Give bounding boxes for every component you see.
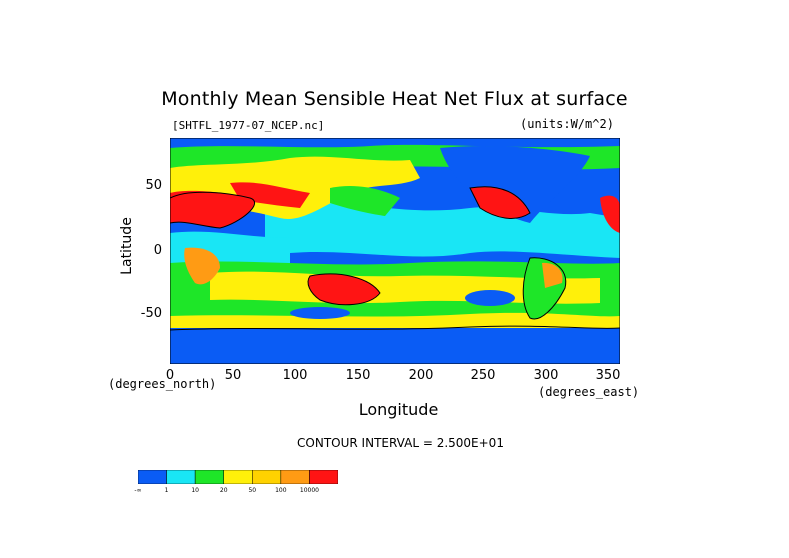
legend-label: 100: [275, 487, 287, 494]
x-tick-250: 250: [470, 368, 496, 383]
africa-east-edge: [600, 195, 620, 233]
central-asia-hot: [230, 182, 310, 208]
antarctic-edge: [170, 312, 620, 330]
legend-swatch: [280, 470, 310, 484]
south-america-hot: [542, 262, 563, 288]
x-tick-200: 200: [408, 368, 434, 383]
legend-label: 1: [164, 487, 169, 494]
legend-label: 50: [248, 487, 257, 494]
x-tick-350: 350: [595, 368, 621, 383]
south-pacific-patch: [465, 290, 515, 306]
contour-interval: CONTOUR INTERVAL = 2.500E+01: [297, 436, 504, 450]
x-axis-label: Longitude: [358, 400, 439, 419]
north-africa-arabia-hot: [170, 190, 255, 228]
south-indian-patch: [290, 307, 350, 319]
chart-title: Monthly Mean Sensible Heat Net Flux at s…: [161, 88, 628, 110]
y-tick-50: 50: [145, 178, 162, 193]
legend-swatch: [252, 470, 282, 484]
legend-label: -∞: [134, 487, 142, 494]
x-tick-300: 300: [533, 368, 559, 383]
flux-map: [170, 138, 620, 364]
legend-swatch: [309, 470, 338, 484]
north-america-north: [440, 145, 590, 223]
legend-label: 10: [191, 487, 199, 494]
x-tick-50: 50: [224, 368, 242, 383]
file-label: [SHTFL_1977-07_NCEP.nc]: [172, 119, 325, 132]
east-asia: [330, 186, 400, 216]
y-tick-0: 0: [153, 243, 162, 258]
x-tick-0: 0: [165, 368, 175, 383]
australia: [308, 273, 380, 305]
legend-swatch: [194, 470, 224, 484]
y-tick-minus50: -50: [140, 306, 162, 321]
antarctica: [170, 328, 620, 364]
legend-swatch: [223, 470, 253, 484]
units-label: (units:W/m^2): [520, 117, 614, 131]
x-axis-units: (degrees_east): [538, 385, 640, 399]
coastlines: [170, 186, 620, 331]
legend-label: 20: [219, 487, 228, 494]
legend-swatch: [166, 470, 196, 484]
x-tick-100: 100: [282, 368, 308, 383]
southern-africa: [184, 247, 220, 285]
y-axis-units: (degrees_north): [108, 377, 217, 391]
legend-swatch: [138, 470, 167, 484]
x-tick-150: 150: [345, 368, 371, 383]
legend-label: 10000: [299, 487, 319, 494]
color-legend: [138, 470, 338, 484]
